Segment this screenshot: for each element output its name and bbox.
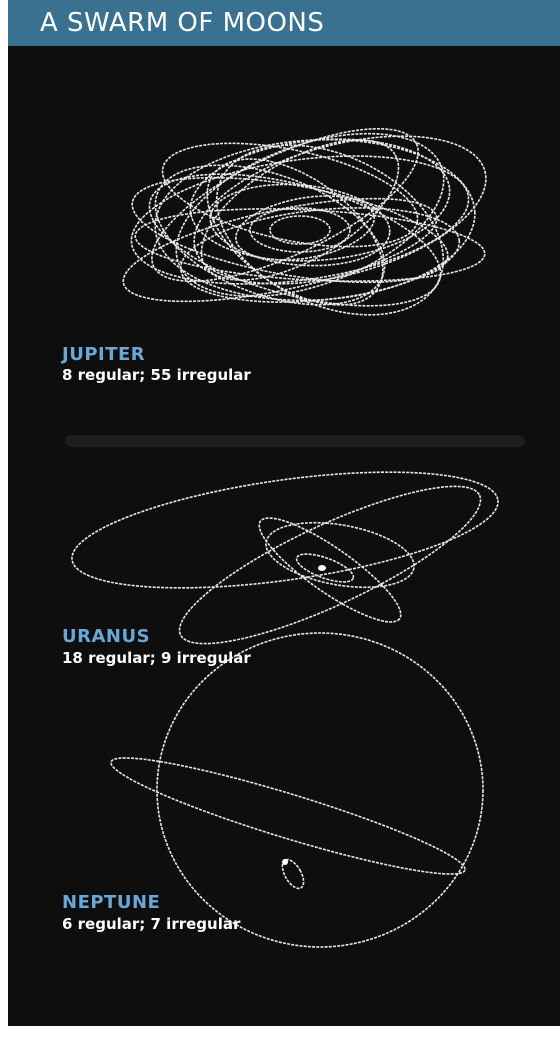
moon-count: 8 regular; 55 irregular <box>62 366 251 384</box>
planet-name: JUPITER <box>62 344 145 365</box>
neptune-orbits <box>105 633 483 947</box>
jupiter-orbits <box>115 98 502 348</box>
header-bar: A SWARM OF MOONS <box>8 0 560 46</box>
planet <box>282 859 288 865</box>
page: {"header": {"title": "A SWARM OF MOONS"}… <box>0 0 560 1044</box>
moon-count: 6 regular; 7 irregular <box>62 915 240 933</box>
planet <box>318 565 326 571</box>
title: A SWARM OF MOONS <box>40 8 324 38</box>
planet-name: URANUS <box>62 626 150 647</box>
moon-count: 18 regular; 9 irregular <box>62 649 251 667</box>
planet-name: NEPTUNE <box>62 892 160 913</box>
infographic-panel: A SWARM OF MOONS <box>8 0 560 1026</box>
separator <box>65 435 525 447</box>
orbit-illustrations <box>8 46 560 1026</box>
